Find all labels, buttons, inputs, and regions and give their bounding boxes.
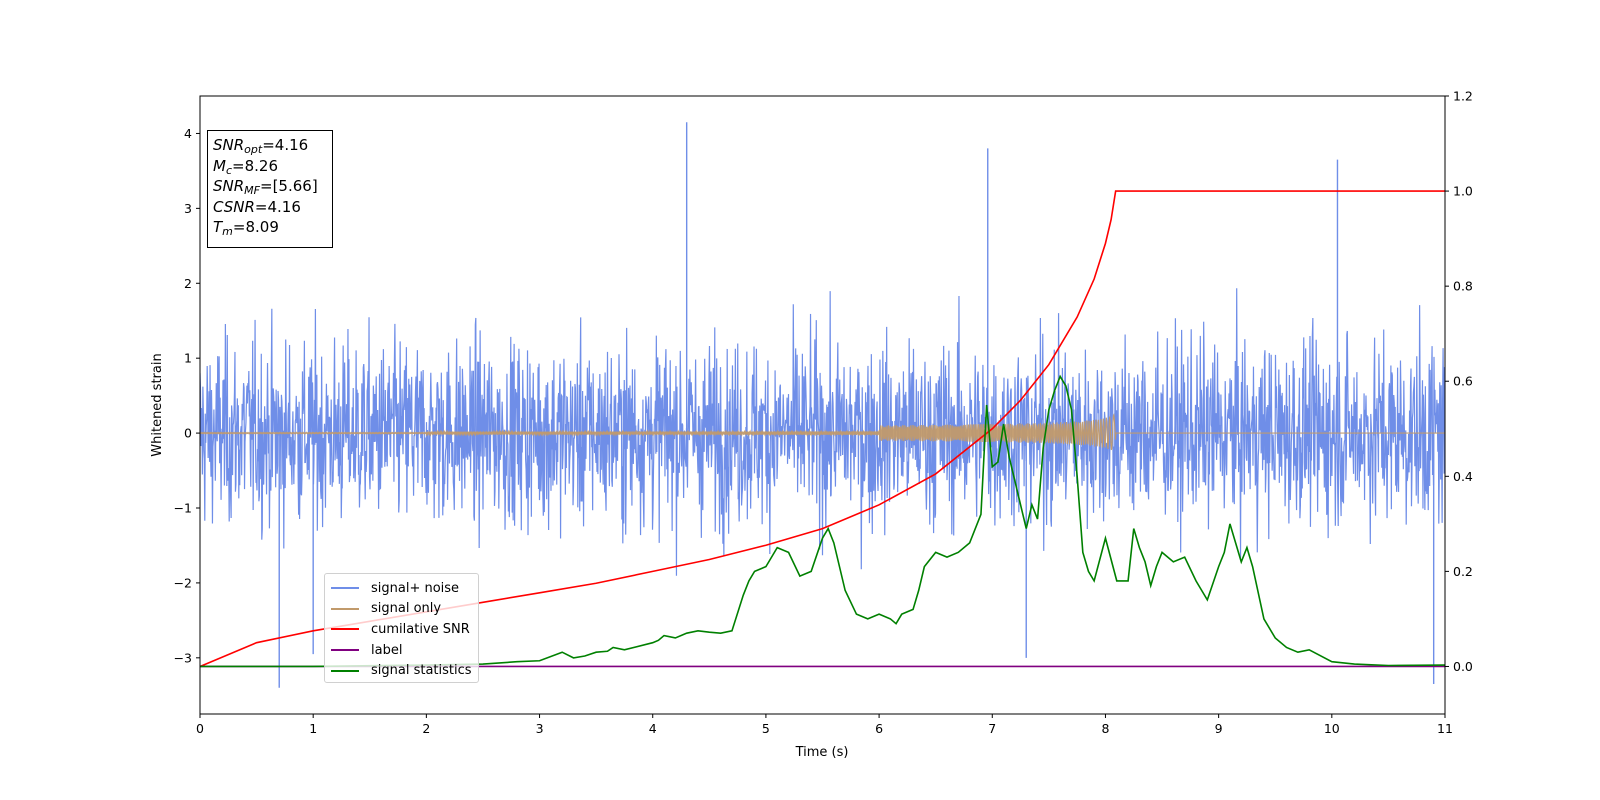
annotation-snr-opt: SNRopt=4.16	[213, 136, 309, 156]
y2-tick-label: 0.2	[1453, 564, 1473, 579]
x-tick-label: 0	[196, 721, 204, 736]
legend-item: cumilative SNR	[331, 619, 478, 640]
legend-swatch	[331, 607, 359, 610]
y-tick-label: 1	[184, 351, 192, 366]
x-tick-label: 11	[1437, 721, 1453, 736]
legend-item: label	[331, 640, 478, 661]
axes-frame	[199, 95, 1446, 715]
y-axis-left: −3 −2 −1 0 1 2 3 4	[174, 126, 200, 665]
annotation-chirp-mass: Mc=8.26	[213, 156, 278, 177]
x-axis-label: Time (s)	[795, 745, 849, 760]
x-tick-label: 7	[988, 721, 996, 736]
x-tick-label: 10	[1324, 721, 1340, 736]
annotation-csnr: CSNR=4.16	[213, 197, 301, 216]
y2-tick-label: 0.0	[1453, 659, 1473, 674]
y-axis-label: Whitened strain	[150, 353, 165, 456]
legend-label: label	[371, 642, 403, 658]
parameter-annotation-box: SNRopt=4.16 Mc=8.26 SNRMF=[5.66] CSNR=4.…	[207, 130, 333, 248]
x-tick-label: 1	[309, 721, 317, 736]
legend-item: signal statistics	[331, 660, 478, 681]
legend-swatch	[331, 649, 359, 652]
series-signal-only	[200, 412, 1445, 451]
annotation-merger-time: Tm=8.09	[213, 218, 279, 238]
y2-tick-label: 0.6	[1453, 374, 1473, 389]
y-tick-label: −2	[174, 575, 192, 590]
legend-label: signal+ noise	[371, 580, 460, 596]
legend-swatch	[331, 628, 359, 631]
y2-tick-label: 0.4	[1453, 469, 1473, 484]
x-tick-label: 6	[875, 721, 883, 736]
y-tick-label: 2	[184, 276, 192, 291]
y-tick-label: 0	[184, 426, 192, 441]
y-axis-right: 0.0 0.2 0.4 0.6 0.8 1.0 1.2	[1445, 89, 1473, 674]
legend-swatch	[331, 669, 359, 672]
legend-swatch	[331, 587, 359, 590]
x-tick-label: 3	[536, 721, 544, 736]
y-tick-label: −1	[174, 501, 192, 516]
y2-tick-label: 1.2	[1453, 89, 1473, 104]
legend: signal+ noise signal only cumilative SNR la…	[324, 573, 479, 683]
x-tick-label: 2	[422, 721, 430, 736]
x-tick-label: 4	[649, 721, 657, 736]
legend-label: signal statistics	[371, 663, 472, 679]
x-tick-label: 8	[1101, 721, 1109, 736]
series-signal-statistics	[200, 374, 1445, 668]
y-tick-label: −3	[174, 650, 192, 665]
x-tick-label: 5	[762, 721, 770, 736]
x-tick-label: 9	[1215, 721, 1223, 736]
legend-label: signal only	[371, 601, 442, 617]
legend-item: signal+ noise	[331, 578, 478, 599]
legend-item: signal only	[331, 599, 478, 620]
y-tick-label: 4	[184, 126, 192, 141]
annotation-snr-mf: SNRMF=[5.66]	[213, 177, 318, 197]
x-axis: 0 1 2 3 4 5 6 7 8 9 10 11	[196, 714, 1453, 736]
y-tick-label: 3	[184, 201, 192, 216]
series-signal-noise	[200, 288, 1445, 576]
y2-tick-label: 0.8	[1453, 279, 1473, 294]
legend-label: cumilative SNR	[371, 621, 470, 637]
y2-tick-label: 1.0	[1453, 184, 1473, 199]
